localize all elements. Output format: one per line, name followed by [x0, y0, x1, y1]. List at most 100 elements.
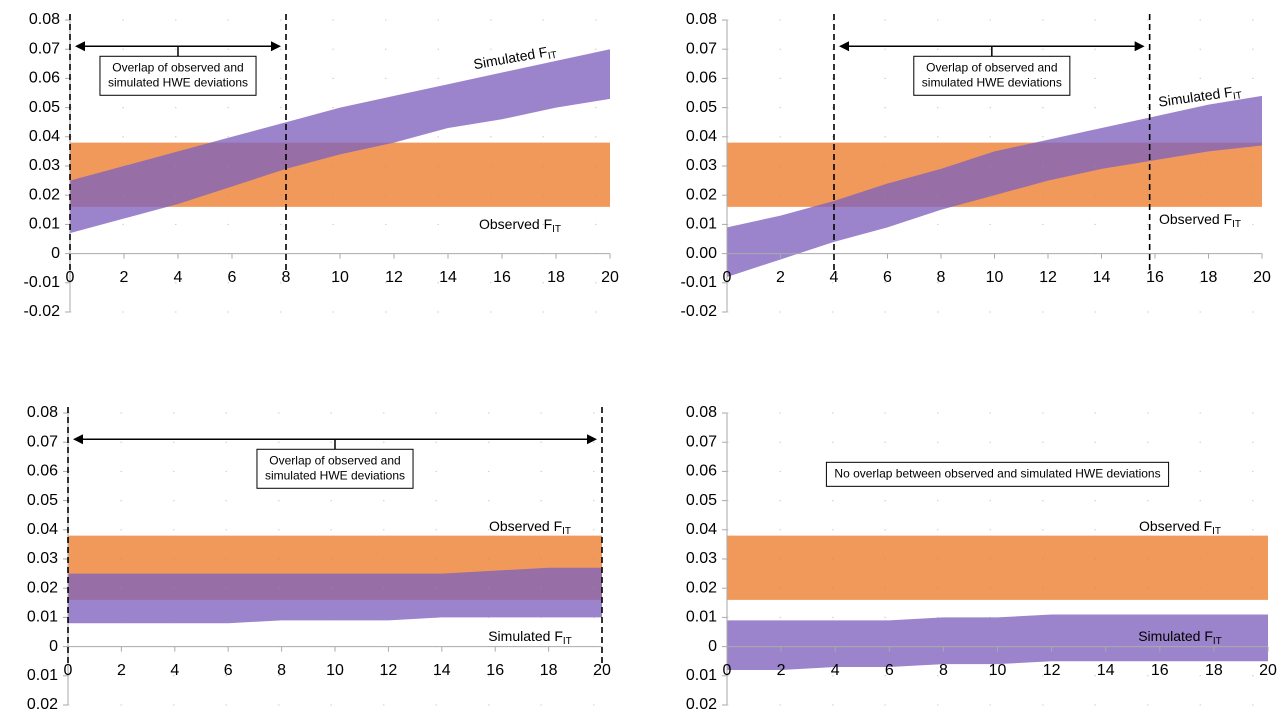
series-label: Observed FIT [1159, 211, 1241, 230]
x-tick-label: 18 [547, 269, 565, 286]
y-tick-label: 0.08 [29, 11, 60, 28]
x-tick-label: 20 [1259, 662, 1277, 679]
y-tick-label: 0.04 [29, 128, 60, 145]
band [727, 95, 1262, 277]
chart: -0.02 -0.01 0 0.01 0.02 0.03 0.04 0.05 0.06 0.07 0… [24, 11, 619, 320]
y-tick-label: 0.03 [686, 550, 717, 567]
x-tick-label: 18 [540, 662, 558, 679]
x-tick-label: 0 [723, 269, 732, 286]
y-tick-label: 0.07 [686, 40, 717, 57]
x-tick-label: 16 [486, 662, 504, 679]
y-tick-label: 0.07 [27, 433, 58, 450]
series-label: Observed FIT [479, 216, 561, 235]
arrow-head [1134, 41, 1145, 52]
series-sub: IT [1232, 219, 1241, 230]
x-tick-label: 18 [1200, 269, 1218, 286]
x-tick-label: 18 [1205, 662, 1223, 679]
y-tick-label: 0.08 [686, 404, 717, 421]
y-tick-label: 0.00 [686, 245, 717, 262]
y-tick-label: 0.05 [686, 99, 717, 116]
band [727, 614, 1268, 670]
y-tick-label: 0.02 [686, 579, 717, 596]
y-tick-label: -0.02 [24, 303, 61, 320]
series-label: Simulated FIT [1138, 628, 1222, 647]
series-name: Simulated F [1138, 628, 1213, 644]
y-tick-label: 0 [51, 245, 60, 262]
y-tick-label: 0.03 [27, 550, 58, 567]
series-sub: IT [1213, 636, 1222, 647]
arrow-head [73, 434, 83, 445]
x-tick-label: 14 [1093, 269, 1111, 286]
annotation-box [825, 461, 1170, 487]
x-tick-label: 12 [1039, 269, 1057, 286]
x-tick-label: 12 [1043, 662, 1061, 679]
x-tick-label: 10 [989, 662, 1007, 679]
x-tick-label: 6 [883, 269, 892, 286]
x-tick-label: 4 [170, 662, 179, 679]
arrow-head [271, 41, 281, 52]
band [727, 535, 1268, 600]
x-tick-label: 14 [433, 662, 451, 679]
x-tick-label: 0 [66, 269, 75, 286]
x-tick-label: 10 [331, 269, 349, 286]
annotation: simulated HWE deviations [265, 468, 405, 482]
series-label: Observed FIT [489, 518, 571, 537]
y-tick-label: -0.01 [681, 274, 718, 291]
x-tick-label: 10 [986, 269, 1004, 286]
x-tick-label: 0 [64, 662, 73, 679]
y-tick-label: 0.05 [27, 492, 58, 509]
series-sub: IT [552, 224, 561, 235]
x-tick-label: 2 [776, 269, 785, 286]
y-tick-label: 0.01 [27, 667, 58, 684]
y-tick-label: 0.08 [686, 11, 717, 28]
x-tick-label: 6 [228, 269, 237, 286]
annotation: Overlap of observed and [926, 60, 1057, 74]
x-tick-label: 20 [601, 269, 619, 286]
y-tick-label: 0.02 [27, 579, 58, 596]
y-tick-label: 0.04 [27, 521, 58, 538]
y-tick-label: 0.08 [27, 404, 58, 421]
x-tick-label: 8 [937, 269, 946, 286]
arrow-head [587, 434, 597, 445]
annotation: No overlap between observed and simulate… [834, 466, 1160, 480]
y-tick-label: 0.01 [686, 609, 717, 626]
annotation: simulated HWE deviations [922, 75, 1062, 89]
y-tick-label: 0.01 [29, 216, 60, 233]
y-tick-label: 0 [49, 638, 58, 655]
series-name: Observed F [489, 518, 562, 534]
x-tick-label: 4 [831, 662, 840, 679]
series-name: Observed F [1139, 518, 1212, 534]
x-tick-label: 12 [380, 662, 398, 679]
series-sub: IT [563, 636, 572, 647]
x-tick-label: 16 [1151, 662, 1169, 679]
series-label: Observed FIT [1139, 518, 1221, 537]
y-tick-label: -0.01 [24, 274, 61, 291]
x-tick-label: 20 [593, 662, 611, 679]
y-tick-label: 0.07 [29, 40, 60, 57]
x-tick-label: 0 [723, 662, 732, 679]
x-tick-label: 6 [224, 662, 233, 679]
y-tick-label: 0.04 [686, 128, 717, 145]
annotation-box [913, 55, 1071, 96]
y-tick-label: 0.02 [686, 696, 717, 713]
x-tick-label: 8 [277, 662, 286, 679]
x-tick-label: 16 [1146, 269, 1164, 286]
y-tick-label: 0.02 [686, 186, 717, 203]
y-tick-label: 0.01 [686, 216, 717, 233]
chart: 0.02 0.01 0 0.01 0.02 0.03 0.04 0.05 0.06 0.07 0.0… [686, 404, 1277, 713]
annotation: Overlap of observed and [269, 453, 400, 467]
x-tick-label: 2 [777, 662, 786, 679]
y-tick-label: 0.04 [686, 521, 717, 538]
series-sub: IT [1232, 90, 1242, 102]
series-name: Observed F [479, 216, 552, 232]
series-label: Simulated FIT [488, 628, 572, 647]
x-tick-label: 8 [939, 662, 948, 679]
x-tick-label: 2 [117, 662, 126, 679]
y-tick-label: 0.02 [27, 696, 58, 713]
x-tick-label: 4 [830, 269, 839, 286]
y-tick-label: -0.02 [681, 303, 718, 320]
arrow-head [839, 41, 849, 52]
annotation: simulated HWE deviations [108, 75, 248, 89]
x-tick-label: 12 [385, 269, 403, 286]
